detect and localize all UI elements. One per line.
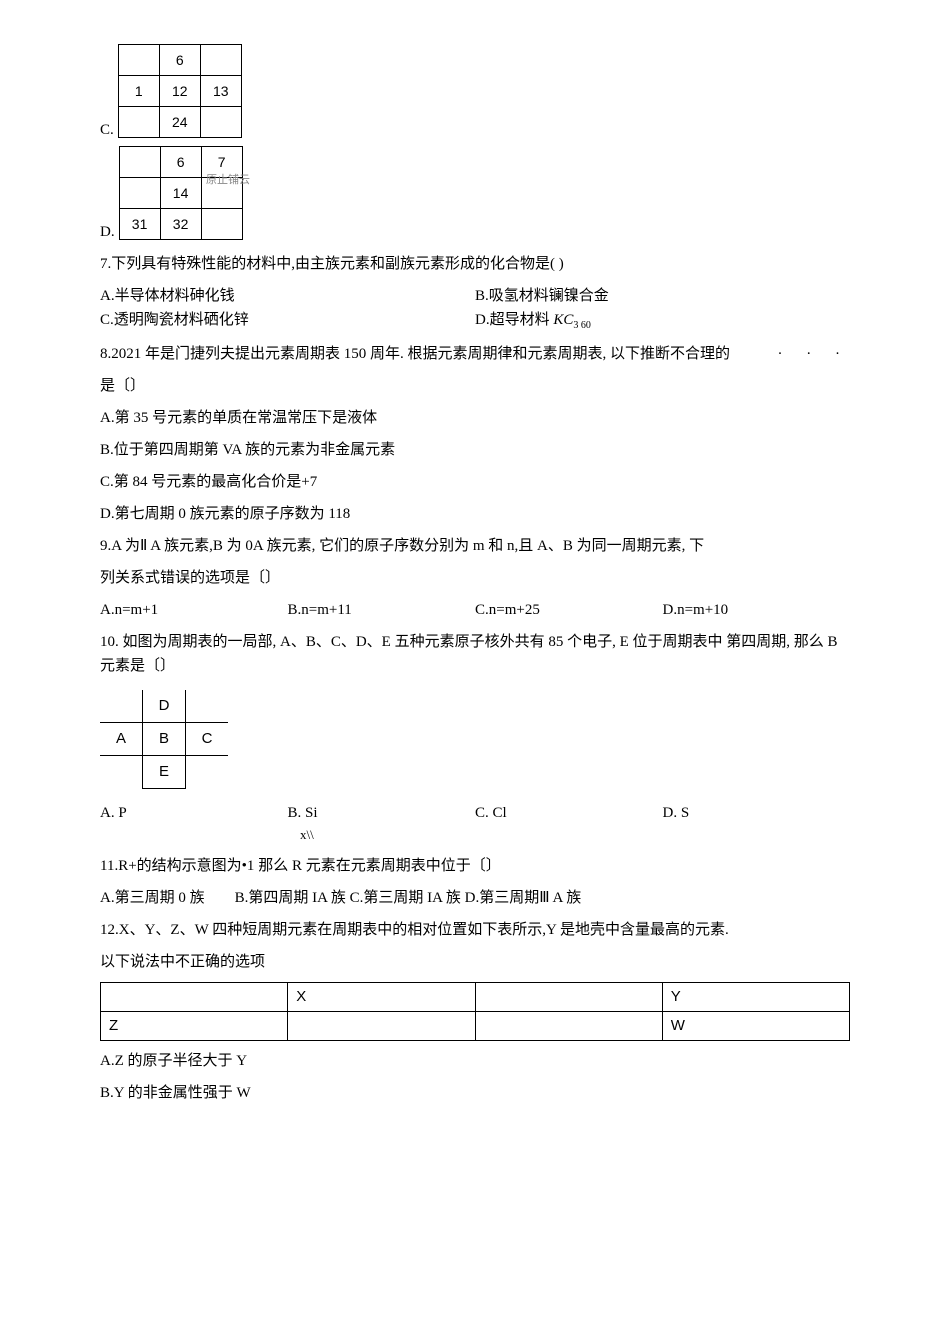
q7-options-row2: C.透明陶瓷材料硒化锌 D.超导材料 KC3 60 xyxy=(100,308,850,334)
watermark-text: 原止铺云 xyxy=(206,172,250,190)
q11-option-a: A.第三周期 0 族 xyxy=(100,890,205,906)
table-c: 6 11213 24 xyxy=(118,44,242,138)
q11-option-b: B.第四周期 IA 族 xyxy=(235,890,346,906)
q11-option-d: D.第三周期Ⅲ A 族 xyxy=(465,890,582,906)
q10-cell-c: C xyxy=(186,723,229,756)
q12-line2: 以下说法中不正确的选项 xyxy=(100,950,850,974)
q12-option-b: B.Y 的非金属性强于 W xyxy=(100,1081,850,1105)
option-c-block: C. 6 11213 24 xyxy=(100,40,850,142)
q8-line2: 是〔〕 xyxy=(100,374,850,398)
q7-option-b: B.吸氢材料镧镍合金 xyxy=(475,284,850,308)
q10-cell-d: D xyxy=(143,690,186,723)
q8-option-d: D.第七周期 0 族元素的原子序数为 118 xyxy=(100,502,850,526)
table-d: 67 14 3132 xyxy=(119,146,243,240)
q11-extra: x\\ xyxy=(300,825,850,846)
option-d-label: D. xyxy=(100,220,115,244)
q8-option-b: B.位于第四周期第 VA 族的元素为非金属元素 xyxy=(100,438,850,462)
q10-cell-e: E xyxy=(143,756,186,789)
q9-option-a: A.n=m+1 xyxy=(100,598,288,622)
q12-table: X Y Z W xyxy=(100,982,850,1041)
q9-line1: 9.A 为Ⅱ A 族元素,B 为 0A 族元素, 它们的原子序数分别为 m 和 … xyxy=(100,534,850,558)
q9-option-b: B.n=m+11 xyxy=(288,598,476,622)
q8-option-a: A.第 35 号元素的单质在常温常压下是液体 xyxy=(100,406,850,430)
q7-option-c: C.透明陶瓷材料硒化锌 xyxy=(100,308,475,334)
option-c-label: C. xyxy=(100,118,114,142)
q7-option-d: D.超导材料 KC3 60 xyxy=(475,308,850,334)
q10-options: A. P B. Si C. Cl D. S xyxy=(100,801,850,825)
q12-line1: 12.X、Y、Z、W 四种短周期元素在周期表中的相对位置如下表所示,Y 是地壳中… xyxy=(100,918,850,942)
q11-stem: 11.R+的结构示意图为•1 那么 R 元素在元素周期表中位于〔〕 xyxy=(100,854,850,878)
q9-options: A.n=m+1 B.n=m+11 C.n=m+25 D.n=m+10 xyxy=(100,598,850,622)
q10-cell-a: A xyxy=(100,723,143,756)
q7-option-a: A.半导体材料砷化钱 xyxy=(100,284,475,308)
q10-option-c: C. Cl xyxy=(475,801,663,825)
q9-line2: 列关系式错误的选项是〔〕 xyxy=(100,566,850,590)
q9-option-d: D.n=m+10 xyxy=(663,598,851,622)
q11-options: A.第三周期 0 族 B.第四周期 IA 族 C.第三周期 IA 族 D.第三周… xyxy=(100,886,850,910)
q11-option-c: C.第三周期 IA 族 xyxy=(350,890,461,906)
q10-cell-b: B xyxy=(143,723,186,756)
q10-stem: 10. 如图为周期表的一局部, A、B、C、D、E 五种元素原子核外共有 85 … xyxy=(100,630,850,678)
q7-stem: 7.下列具有特殊性能的材料中,由主族元素和副族元素形成的化合物是( ) xyxy=(100,252,850,276)
q10-table: D A B C E xyxy=(100,690,228,789)
q10-option-d: D. S xyxy=(663,801,851,825)
q8-option-c: C.第 84 号元素的最高化合价是+7 xyxy=(100,470,850,494)
q8-dots: · · · xyxy=(778,342,851,366)
q7-options-row1: A.半导体材料砷化钱 B.吸氢材料镧镍合金 xyxy=(100,284,850,308)
q10-option-a: A. P xyxy=(100,801,288,825)
q12-option-a: A.Z 的原子半径大于 Y xyxy=(100,1049,850,1073)
q8-line1: 8.2021 年是门捷列夫提出元素周期表 150 周年. 根据元素周期律和元素周… xyxy=(100,342,850,366)
option-d-block: D. 67 14 3132 原止铺云 xyxy=(100,142,850,244)
q9-option-c: C.n=m+25 xyxy=(475,598,663,622)
q10-option-b: B. Si xyxy=(288,801,476,825)
